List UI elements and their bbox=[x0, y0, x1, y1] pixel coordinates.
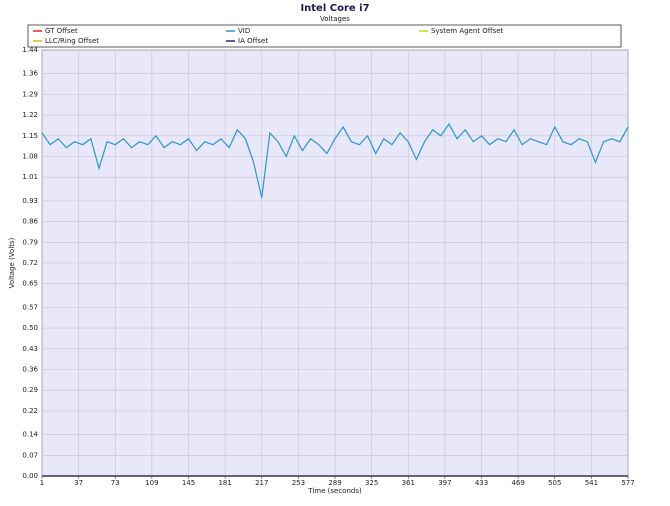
x-tick-label: 253 bbox=[292, 479, 305, 487]
y-tick-label: 1.44 bbox=[22, 46, 38, 54]
y-tick-label: 1.15 bbox=[22, 132, 38, 140]
x-tick-label: 469 bbox=[511, 479, 524, 487]
legend-box bbox=[27, 24, 622, 48]
y-tick-label: 0.36 bbox=[22, 366, 38, 374]
y-tick-label: 0.22 bbox=[22, 407, 38, 415]
x-tick-label: 541 bbox=[585, 479, 598, 487]
y-tick-label: 1.08 bbox=[22, 153, 38, 161]
y-tick-label: 0.86 bbox=[22, 218, 38, 226]
x-tick-label: 109 bbox=[145, 479, 158, 487]
series-line bbox=[41, 122, 629, 199]
legend-label: System Agent Offset bbox=[431, 27, 504, 35]
x-tick-label: 73 bbox=[111, 479, 120, 487]
x-axis-label: Time (seconds) bbox=[307, 487, 362, 495]
y-tick-label: 0.50 bbox=[22, 324, 38, 332]
chart-subtitle: Voltages bbox=[320, 15, 350, 23]
y-tick-label: 0.07 bbox=[22, 451, 38, 459]
x-tick-label: 505 bbox=[548, 479, 561, 487]
x-tick-label: 397 bbox=[438, 479, 451, 487]
x-tick-label: 1 bbox=[40, 479, 44, 487]
x-tick-label: 433 bbox=[475, 479, 488, 487]
y-tick-label: 0.14 bbox=[22, 431, 38, 439]
x-tick-label: 181 bbox=[218, 479, 231, 487]
legend-label: GT Offset bbox=[45, 27, 78, 35]
y-tick-label: 0.79 bbox=[22, 238, 38, 246]
y-tick-label: 0.65 bbox=[22, 280, 38, 288]
x-tick-label: 325 bbox=[365, 479, 378, 487]
x-tick-label: 577 bbox=[621, 479, 634, 487]
y-tick-label: 0.00 bbox=[22, 472, 38, 480]
x-tick-label: 289 bbox=[328, 479, 341, 487]
y-tick-label: 1.22 bbox=[22, 111, 38, 119]
y-tick-label: 0.43 bbox=[22, 345, 38, 353]
y-tick-label: 1.01 bbox=[22, 173, 38, 181]
y-tick-label: 0.72 bbox=[22, 259, 38, 267]
chart-title: Intel Core i7 bbox=[300, 3, 369, 14]
legend-label: IA Offset bbox=[238, 37, 268, 45]
y-tick-label: 1.29 bbox=[22, 90, 38, 98]
x-tick-label: 361 bbox=[402, 479, 415, 487]
legend-label: LLC/Ring Offset bbox=[45, 37, 99, 45]
x-tick-label: 145 bbox=[182, 479, 195, 487]
legend-label: VID bbox=[238, 27, 250, 35]
y-tick-label: 0.29 bbox=[22, 386, 38, 394]
y-axis-label: Voltage (Volts) bbox=[8, 237, 16, 288]
x-tick-label: 217 bbox=[255, 479, 268, 487]
y-tick-label: 0.93 bbox=[22, 197, 38, 205]
x-tick-label: 37 bbox=[74, 479, 83, 487]
y-tick-label: 0.57 bbox=[22, 303, 38, 311]
y-tick-label: 1.36 bbox=[22, 70, 38, 78]
